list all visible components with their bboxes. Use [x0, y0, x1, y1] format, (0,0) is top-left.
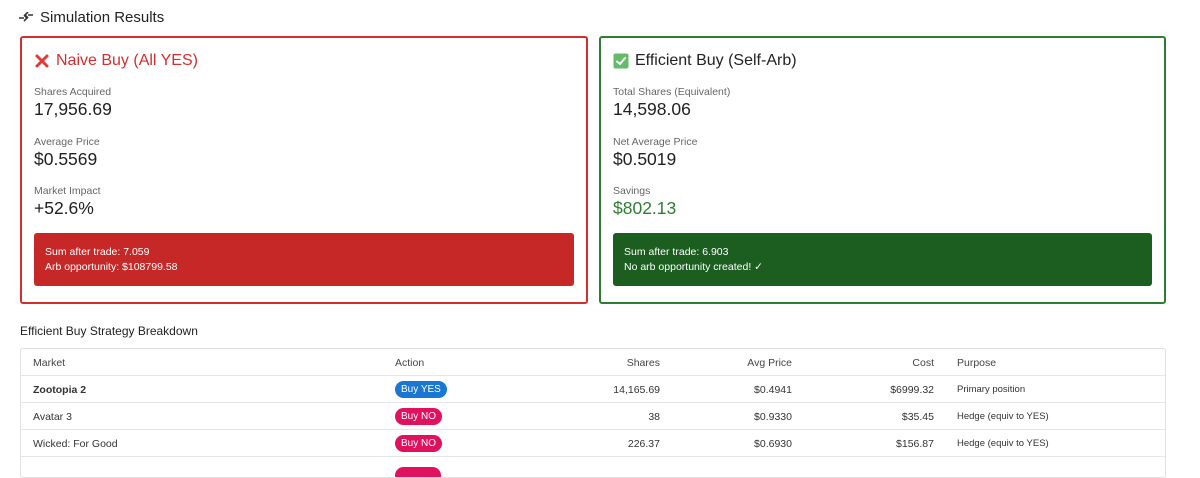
banner-arb-text: No arb opportunity created! ✓: [624, 261, 763, 273]
buy-no-badge: Buy NO: [395, 408, 443, 425]
naive-buy-card: Naive Buy (All YES) Shares Acquired 17,9…: [20, 36, 588, 304]
efficient-card-title: Efficient Buy (Self-Arb): [613, 52, 797, 70]
banner-arb-text: Arb opportunity: $108799.58: [45, 261, 178, 273]
column-header-cost: Cost: [912, 356, 934, 369]
market-cell: Avatar 3: [33, 410, 72, 423]
column-header-action: Action: [395, 356, 425, 369]
shares-cell: 14,165.69: [613, 383, 660, 396]
avg-price-cell: $0.9330: [754, 410, 792, 423]
table-row-partial: [21, 457, 1165, 477]
column-header-avg-price: Avg Price: [747, 356, 792, 369]
metric-label: Shares Acquired: [34, 86, 112, 98]
cost-cell: $6999.32: [890, 383, 934, 396]
column-header-shares: Shares: [626, 356, 660, 369]
naive-result-banner: Sum after trade: 7.059 Arb opportunity: …: [34, 233, 574, 286]
cost-cell: $35.45: [901, 410, 934, 423]
metric-value: $802.13: [613, 198, 677, 218]
table-row: Wicked: For Good Buy NO 226.37 $0.6930 $…: [21, 430, 1165, 457]
shares-cell: 38: [648, 410, 660, 423]
action-cell: [395, 462, 441, 477]
metric-value: 17,956.69: [34, 99, 112, 119]
purpose-cell: Primary position: [957, 384, 1026, 395]
cost-cell: $156.87: [896, 437, 934, 450]
shares-acquired-metric: Shares Acquired 17,956.69: [34, 86, 112, 120]
avg-price-cell: $0.4941: [754, 383, 792, 396]
metric-label: Total Shares (Equivalent): [613, 86, 731, 98]
buy-no-badge: Buy NO: [395, 435, 443, 452]
metric-label: Savings: [613, 185, 651, 197]
naive-card-title: Naive Buy (All YES): [34, 52, 198, 70]
savings-metric: Savings $802.13: [613, 185, 676, 219]
split-arrows-icon: [18, 11, 34, 24]
market-cell: Wicked: For Good: [33, 437, 118, 450]
column-header-market: Market: [33, 356, 66, 369]
buy-yes-badge: Buy YES: [395, 381, 447, 398]
total-shares-metric: Total Shares (Equivalent) 14,598.06: [613, 86, 730, 120]
metric-value: 14,598.06: [613, 99, 691, 119]
purpose-cell: Hedge (equiv to YES): [957, 438, 1049, 449]
banner-sum-text: Sum after trade: 6.903: [624, 246, 729, 258]
avg-price-cell: $0.6930: [754, 437, 792, 450]
action-cell: Buy NO: [395, 430, 443, 457]
shares-cell: 226.37: [627, 437, 660, 450]
table-row: Zootopia 2 Buy YES 14,165.69 $0.4941 $69…: [21, 376, 1165, 403]
action-cell: Buy NO: [395, 403, 443, 430]
efficient-buy-card: Efficient Buy (Self-Arb) Total Shares (E…: [599, 36, 1166, 304]
average-price-metric: Average Price $0.5569: [34, 136, 100, 170]
net-average-price-metric: Net Average Price $0.5019: [613, 136, 697, 170]
market-impact-metric: Market Impact +52.6%: [34, 185, 101, 219]
purpose-cell: Hedge (equiv to YES): [957, 411, 1049, 422]
section-title: Simulation Results: [40, 9, 165, 26]
banner-sum-text: Sum after trade: 7.059: [45, 246, 150, 258]
red-x-icon: [34, 53, 50, 69]
buy-no-badge: [395, 467, 441, 477]
metric-label: Market Impact: [34, 185, 101, 197]
metric-label: Average Price: [34, 136, 100, 148]
breakdown-table: Market Action Shares Avg Price Cost Purp…: [20, 348, 1166, 478]
green-check-box-icon: [613, 53, 629, 69]
simulation-results-header: Simulation Results: [18, 9, 164, 26]
metric-value: $0.5569: [34, 149, 98, 169]
naive-title-text: Naive Buy (All YES): [56, 52, 198, 69]
table-header-row: Market Action Shares Avg Price Cost Purp…: [21, 349, 1165, 376]
efficient-result-banner: Sum after trade: 6.903 No arb opportunit…: [613, 233, 1152, 286]
metric-value: +52.6%: [34, 198, 94, 218]
column-header-purpose: Purpose: [957, 356, 997, 369]
metric-value: $0.5019: [613, 149, 677, 169]
breakdown-title: Efficient Buy Strategy Breakdown: [20, 324, 198, 338]
efficient-title-text: Efficient Buy (Self-Arb): [635, 52, 797, 69]
metric-label: Net Average Price: [613, 136, 698, 148]
market-cell: Zootopia 2: [33, 383, 87, 396]
action-cell: Buy YES: [395, 376, 447, 403]
table-row: Avatar 3 Buy NO 38 $0.9330 $35.45 Hedge …: [21, 403, 1165, 430]
